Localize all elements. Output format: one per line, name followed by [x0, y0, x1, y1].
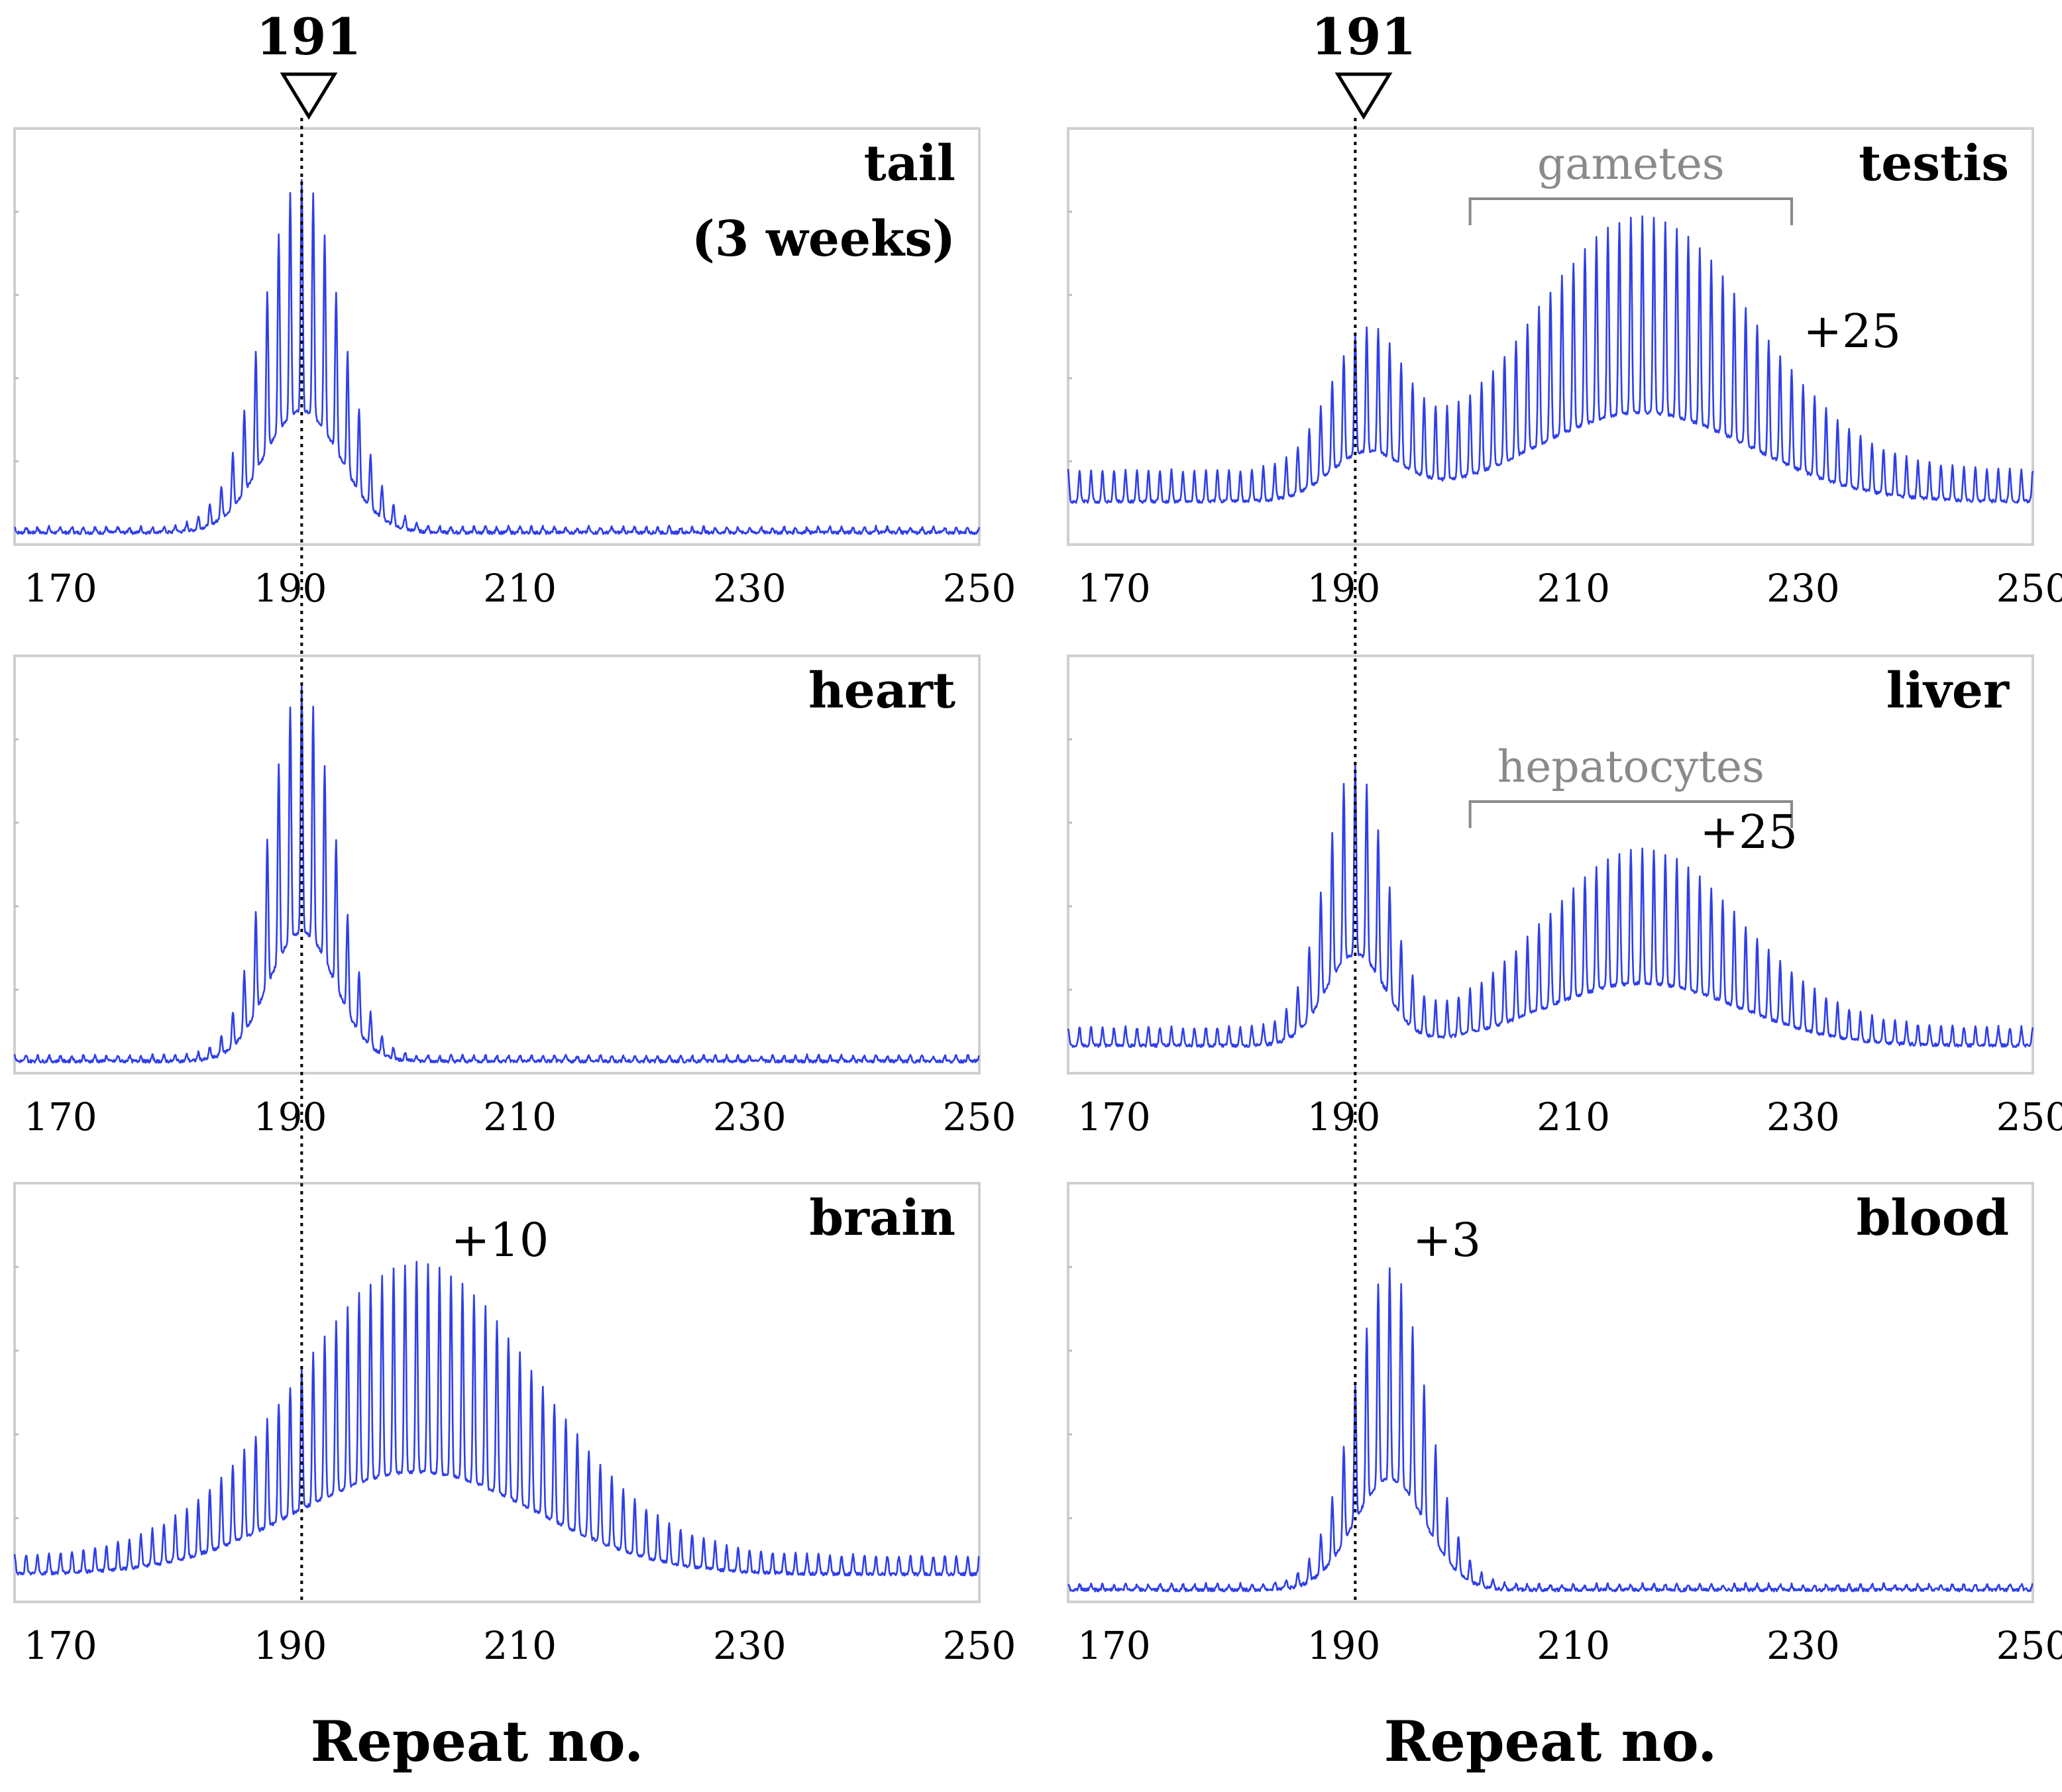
reference-marker-left: 191 — [256, 7, 362, 120]
bracket — [1468, 800, 1793, 828]
reference-marker-right: 191 — [1311, 7, 1417, 120]
panel-liver: 170 190 210 230 250 liver hepatocytes +25 — [1067, 655, 2062, 1139]
panel-title: heart — [808, 662, 955, 719]
x-tick-label: 210 — [483, 1094, 557, 1139]
x-tick-label: 230 — [713, 566, 787, 611]
expansion-annotation: +3 — [1413, 1213, 1481, 1267]
x-tick-label: 190 — [1307, 566, 1381, 611]
x-tick-label: 210 — [483, 566, 557, 611]
plot-frame — [13, 655, 981, 1075]
x-tick-label: 190 — [254, 566, 327, 611]
x-tick-label: 190 — [1307, 1623, 1381, 1668]
x-tick-label: 210 — [1537, 1623, 1610, 1668]
trace-line — [13, 685, 980, 1064]
x-tick-label: 210 — [1537, 1094, 1610, 1139]
bracket — [1468, 197, 1793, 225]
x-tick-label: 170 — [24, 1094, 97, 1139]
x-tick-label: 210 — [1537, 566, 1610, 611]
panel-title: brain — [809, 1190, 955, 1247]
x-tick-label: 250 — [943, 1094, 1016, 1139]
x-tick-label: 190 — [1307, 1094, 1381, 1139]
down-triangle-icon — [1334, 72, 1393, 120]
reference-label: 191 — [256, 7, 362, 66]
panel-title: liver — [1886, 662, 2010, 719]
x-tick-label: 250 — [943, 566, 1016, 611]
x-tick-label: 250 — [1996, 1094, 2062, 1139]
expansion-annotation: +10 — [451, 1213, 549, 1267]
trace-line — [1067, 1267, 2034, 1593]
panel-testis: 170 190 210 230 250 testis gametes +25 — [1067, 127, 2062, 611]
x-tick-label: 250 — [943, 1623, 1016, 1668]
x-tick-label: 230 — [713, 1094, 787, 1139]
bracket-label: gametes — [1537, 138, 1725, 189]
panel-title: blood — [1857, 1190, 2009, 1247]
panel-title: tail — [864, 135, 955, 192]
x-tick-label: 230 — [1766, 1094, 1840, 1139]
bracket-label: hepatocytes — [1497, 741, 1764, 792]
panel-brain: 170 190 210 230 250 brain +10 — [13, 1182, 1016, 1668]
x-tick-label: 170 — [24, 566, 97, 611]
x-tick-label: 170 — [1077, 566, 1151, 611]
plot-frame — [1067, 655, 2034, 1075]
x-tick-label: 230 — [1766, 566, 1840, 611]
x-tick-label: 190 — [254, 1623, 327, 1668]
x-tick-label: 230 — [713, 1623, 787, 1668]
panel-tail: 170 190 210 230 250 tail (3 weeks) — [13, 127, 1016, 611]
panel-heart: 170 190 210 230 250 heart — [13, 655, 1016, 1139]
panel-title: (3 weeks) — [692, 211, 955, 268]
plot-frame — [13, 127, 981, 546]
x-tick-label: 170 — [1077, 1623, 1151, 1668]
trace-line — [13, 1261, 980, 1577]
trace-line — [1067, 764, 2034, 1049]
x-axis-title-left: Repeat no. — [311, 1709, 644, 1774]
panel-blood: 170 190 210 230 250 blood +3 — [1067, 1182, 2062, 1668]
panel-title: testis — [1859, 135, 2009, 192]
x-axis-title-right: Repeat no. — [1384, 1709, 1717, 1774]
x-tick-label: 190 — [254, 1094, 327, 1139]
expansion-annotation: +25 — [1803, 304, 1901, 358]
x-tick-label: 210 — [483, 1623, 557, 1668]
x-tick-label: 250 — [1996, 566, 2062, 611]
plot-frame — [1067, 127, 2034, 546]
reference-label: 191 — [1311, 7, 1417, 66]
x-tick-label: 170 — [24, 1623, 97, 1668]
expansion-annotation: +25 — [1700, 805, 1798, 859]
plot-frame — [1067, 1182, 2034, 1603]
trace-line — [14, 179, 981, 535]
x-tick-label: 250 — [1996, 1623, 2062, 1668]
down-triangle-icon — [280, 72, 338, 120]
trace-line — [1067, 215, 2034, 504]
x-tick-label: 230 — [1766, 1623, 1840, 1668]
plot-frame — [13, 1182, 981, 1603]
x-tick-label: 170 — [1077, 1094, 1151, 1139]
